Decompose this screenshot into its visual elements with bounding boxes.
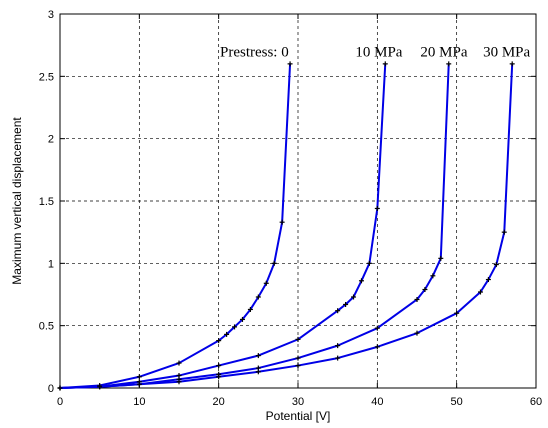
data-point-marker <box>216 363 222 369</box>
data-point-marker <box>366 260 372 266</box>
y-tick-label: 1.5 <box>39 196 54 208</box>
data-point-marker <box>477 289 483 295</box>
x-tick-label: 40 <box>371 396 383 408</box>
annotation-label: 10 MPa <box>355 44 402 60</box>
data-point-marker <box>216 374 222 380</box>
data-point-marker <box>422 287 428 293</box>
data-point-marker <box>438 255 444 261</box>
data-point-marker <box>255 353 261 359</box>
data-point-marker <box>239 316 245 322</box>
data-point-marker <box>263 280 269 286</box>
y-tick-label: 2 <box>48 134 54 146</box>
x-tick-label: 0 <box>57 396 63 408</box>
data-point-marker <box>382 61 388 67</box>
x-tick-label: 30 <box>292 396 304 408</box>
x-tick-label: 50 <box>451 396 463 408</box>
x-tick-label: 20 <box>213 396 225 408</box>
data-point-marker <box>335 355 341 361</box>
data-point-marker <box>414 330 420 336</box>
data-point-marker <box>216 338 222 344</box>
data-point-marker <box>501 229 507 235</box>
y-tick-label: 0.5 <box>39 321 54 333</box>
data-point-marker <box>255 369 261 375</box>
y-tick-label: 0 <box>48 383 54 395</box>
series-line-4 <box>59 63 514 389</box>
data-point-marker <box>97 384 103 390</box>
data-point-marker <box>374 205 380 211</box>
data-point-marker <box>232 324 238 330</box>
y-tick-label: 3 <box>48 9 54 21</box>
data-point-marker <box>374 325 380 331</box>
data-point-marker <box>295 363 301 369</box>
grid <box>60 14 536 388</box>
data-point-marker <box>295 355 301 361</box>
data-point-marker <box>446 61 452 67</box>
data-point-marker <box>279 219 285 225</box>
data-point-marker <box>493 262 499 268</box>
y-tick-label: 1 <box>48 258 54 270</box>
axis-ticks: 0 10 20 30 40 50 60 0 0.5 1 1.5 2 2.5 3 <box>39 9 542 408</box>
x-axis-label: Potential [V] <box>266 409 331 423</box>
data-point-marker <box>224 331 230 337</box>
annotation-label: Prestress: 0 <box>220 44 289 60</box>
data-point-marker <box>136 381 142 387</box>
data-point-marker <box>335 308 341 314</box>
data-point-marker <box>57 385 63 391</box>
y-axis-label: Maximum vertical displacement <box>10 117 24 285</box>
data-point-marker <box>136 374 142 380</box>
data-point-marker <box>176 360 182 366</box>
data-point-marker <box>335 343 341 349</box>
annotation-label: 20 MPa <box>420 44 467 60</box>
y-tick-label: 2.5 <box>39 71 54 83</box>
data-point-marker <box>509 61 515 67</box>
data-point-marker <box>430 273 436 279</box>
data-point-marker <box>485 277 491 283</box>
series-line-1 <box>59 63 292 389</box>
data-point-marker <box>358 278 364 284</box>
data-point-marker <box>374 344 380 350</box>
data-point-marker <box>351 294 357 300</box>
x-tick-label: 60 <box>530 396 542 408</box>
data-point-marker <box>287 61 293 67</box>
annotations: Prestress: 0 10 MPa 20 MPa 30 MPa <box>220 44 531 60</box>
x-tick-label: 10 <box>133 396 145 408</box>
data-point-marker <box>343 301 349 307</box>
data-point-marker <box>271 260 277 266</box>
data-point-marker <box>414 296 420 302</box>
data-point-marker <box>454 310 460 316</box>
data-point-marker <box>247 306 253 312</box>
data-point-marker <box>176 379 182 385</box>
series-group <box>57 61 515 391</box>
data-point-marker <box>255 294 261 300</box>
series-line-2 <box>59 63 387 389</box>
annotation-label: 30 MPa <box>483 44 530 60</box>
data-point-marker <box>295 336 301 342</box>
